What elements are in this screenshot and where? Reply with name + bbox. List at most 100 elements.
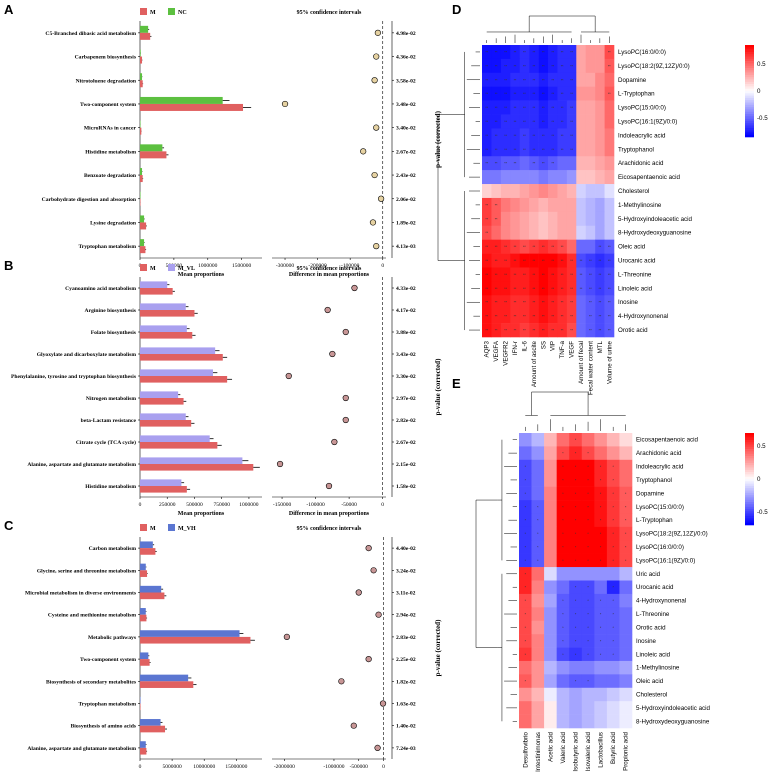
heatmap-cell [606, 580, 620, 595]
significance-star: ** [551, 64, 554, 68]
heatmap-cell [569, 553, 583, 568]
bar-xlabel: Mean proportions [178, 511, 225, 517]
colorbar-segment [745, 123, 754, 126]
significance-star: ** [523, 315, 526, 319]
significance-star: ** [542, 92, 545, 96]
heatmap-cell [569, 593, 583, 608]
significance-star: ** [532, 92, 535, 96]
colorbar-segment [745, 460, 754, 464]
row-label: Eicosapentaenoic acid [636, 437, 698, 444]
heatmap-cell [585, 72, 596, 88]
heatmap-cell [548, 281, 558, 296]
bar-tick-label: 1000000 [198, 263, 218, 269]
heatmap-cell [581, 620, 595, 635]
significance-star: * [575, 613, 577, 617]
pvalue-axis-label: p-value (corrected) [434, 619, 442, 676]
heatmap-cell [556, 459, 570, 474]
row-label: LysoPC(15:0/0:0) [618, 105, 666, 112]
bar-M [140, 548, 156, 555]
heatmap-cell [500, 197, 511, 213]
heatmap-cell [569, 620, 583, 635]
heatmap-cell [594, 473, 608, 487]
bar-M_VH [140, 674, 189, 682]
heatmap-cell [556, 634, 570, 648]
bar-NC [140, 215, 145, 223]
pvalue-label: 1.63e-02 [396, 702, 416, 708]
significance-star: ** [495, 301, 498, 305]
heatmap-cell [519, 45, 530, 60]
significance-star: * [587, 505, 589, 509]
colorbar-segment [745, 506, 754, 510]
significance-star: ** [570, 120, 573, 124]
heatmap-cell [569, 687, 583, 702]
row-label: Tryptophanol [618, 146, 654, 153]
difference-point [355, 589, 362, 596]
significance-star: ** [504, 329, 507, 333]
colorbar-segment [745, 125, 754, 129]
bar-M [140, 570, 148, 577]
significance-star: * [562, 452, 564, 456]
heatmap-cell [491, 211, 502, 227]
heatmap-cell [519, 128, 530, 143]
significance-star: * [525, 465, 527, 469]
colorbar-tick-label: 0.5 [757, 61, 766, 68]
colorbar-segment [745, 502, 754, 505]
significance-star: ** [504, 50, 507, 54]
bar-M [140, 80, 143, 88]
heatmap-cell [544, 513, 557, 528]
significance-star: ** [485, 92, 488, 96]
heatmap-cell [500, 253, 511, 268]
bar-NC [140, 144, 163, 152]
pvalue-label: 4.98e-02 [396, 31, 416, 37]
heatmap-cell [482, 323, 492, 338]
heatmap-cell [619, 526, 633, 541]
significance-star: ** [551, 287, 554, 291]
pvalue-label: 2.67e-02 [396, 440, 416, 446]
significance-star: ** [495, 106, 498, 110]
significance-star: ** [485, 106, 488, 110]
significance-star: ** [523, 287, 526, 291]
column-label: VEGF [569, 341, 576, 358]
significance-star: ** [532, 64, 535, 68]
heatmap-cell [604, 170, 615, 185]
category-label: Benzoate degradation [84, 173, 137, 179]
colorbar-segment [745, 86, 754, 89]
diff-tick-label: -1000000 [323, 764, 344, 770]
heatmap-cell [569, 674, 583, 689]
heatmap-cell [482, 253, 492, 268]
heatmap-cell [538, 114, 549, 129]
difference-point [374, 744, 381, 752]
significance-star: ** [523, 259, 526, 263]
row-label: Inosine [636, 638, 657, 645]
significance-star: * [575, 653, 577, 657]
significance-star: * [587, 519, 589, 523]
significance-star: * [525, 680, 527, 684]
difference-point [342, 416, 349, 424]
pvalue-label: 4.40e-02 [396, 546, 416, 552]
significance-star: ** [495, 259, 498, 263]
heatmap-cell [606, 567, 620, 581]
heatmap-cell [569, 526, 583, 541]
significance-star: * [562, 653, 564, 657]
colorbar-segment [745, 465, 754, 468]
significance-star: ** [542, 162, 545, 166]
heatmap-cell [606, 486, 620, 501]
bar-M_VH [140, 741, 146, 748]
colorbar-segment [745, 439, 754, 443]
heatmap-cell [585, 156, 596, 171]
difference-point [276, 460, 284, 468]
significance-star: * [612, 626, 614, 630]
significance-star: ** [495, 50, 498, 54]
heatmap-cell [510, 211, 521, 227]
heatmap-cell [538, 170, 549, 185]
heatmap-cell [482, 72, 492, 88]
significance-star: ** [570, 50, 573, 54]
heatmap-cell [581, 714, 595, 729]
pvalue-label: 4.33e-02 [396, 286, 416, 292]
significance-star: ** [570, 64, 573, 68]
diff-xlabel: Difference in mean proportions [289, 511, 370, 517]
difference-point [283, 633, 290, 641]
colorbar-segment [745, 132, 754, 135]
bar-NC [140, 49, 141, 57]
